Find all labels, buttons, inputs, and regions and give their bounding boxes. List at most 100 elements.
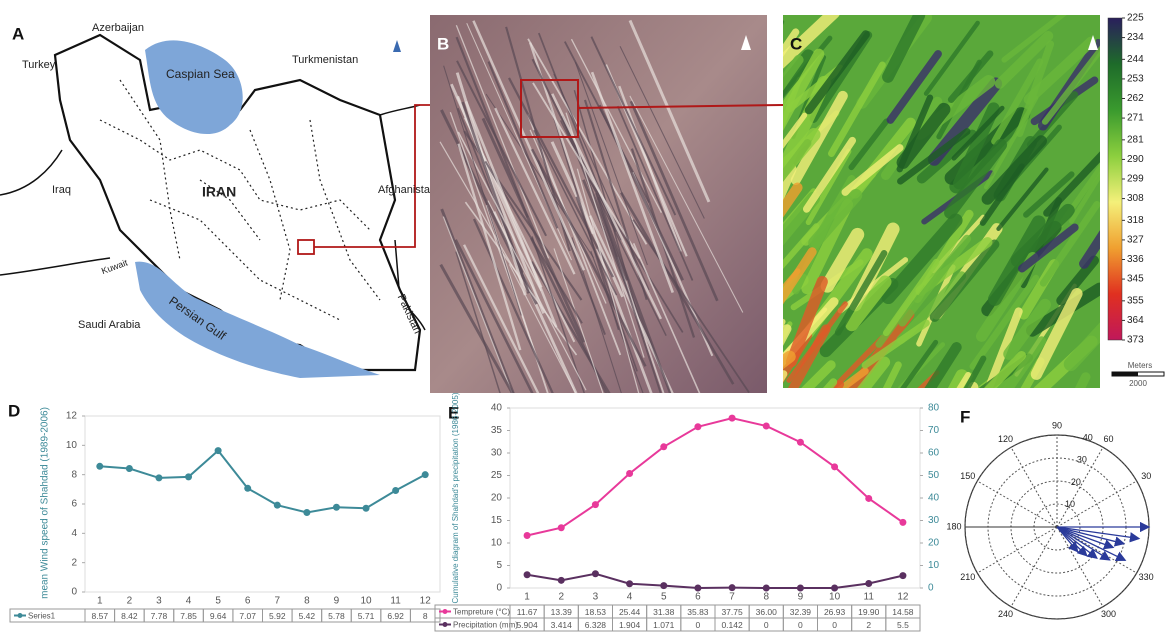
theta-tick-label: 210: [960, 572, 975, 582]
y2-tick-label: 40: [928, 493, 940, 504]
data-point: [244, 485, 251, 492]
x-tick-label: 3: [156, 596, 162, 607]
theta-tick-label: 240: [998, 609, 1013, 619]
panel-label: C: [790, 34, 802, 53]
legend-swatch: [443, 609, 448, 614]
panel-label: A: [12, 24, 24, 43]
x-tick-label: 11: [864, 592, 875, 603]
legend-swatch: [443, 622, 448, 627]
data-point: [660, 443, 667, 450]
x-tick-label: 5: [661, 592, 667, 603]
x-tick-label: 1: [524, 592, 530, 603]
x-tick-label: 10: [360, 596, 372, 607]
data-point: [126, 465, 133, 472]
theta-tick-label: 300: [1101, 609, 1116, 619]
y2-tick-label: 10: [928, 560, 940, 571]
data-point: [392, 487, 399, 494]
grid-spoke: [977, 481, 1057, 527]
colorbar-tick-label: 345: [1127, 274, 1144, 285]
theta-tick-label: 120: [998, 434, 1013, 444]
data-point: [763, 585, 770, 592]
x-tick-label: 7: [275, 596, 281, 607]
legend-label: Tempreture (°C): [453, 608, 510, 617]
colorbar-tick-label: 299: [1127, 174, 1144, 185]
data-point: [422, 471, 429, 478]
data-point: [592, 570, 599, 577]
y-tick-label: 10: [491, 538, 503, 549]
legend-swatch: [18, 613, 23, 618]
data-label: 0.142: [721, 620, 743, 630]
map-label: Afghanistan: [378, 184, 436, 196]
data-point: [524, 571, 531, 578]
colorbar-tick-label: 373: [1127, 335, 1144, 346]
data-point: [899, 572, 906, 579]
y2-tick-label: 80: [928, 403, 940, 414]
data-point: [155, 474, 162, 481]
data-point: [333, 504, 340, 511]
data-label: 9.64: [210, 611, 227, 621]
data-point: [694, 423, 701, 430]
data-label: 35.83: [687, 607, 709, 617]
theta-tick-label: 60: [1103, 434, 1113, 444]
data-label: 13.39: [551, 607, 573, 617]
map-label: Iraq: [52, 184, 71, 196]
plot-frame: [510, 408, 920, 588]
data-point: [274, 502, 281, 509]
theta-tick-label: 330: [1139, 572, 1154, 582]
data-point: [558, 524, 565, 531]
y-tick-label: 10: [66, 440, 78, 451]
colorbar-tick-label: 234: [1127, 32, 1144, 43]
y2-tick-label: 0: [928, 583, 934, 594]
data-label: 26.93: [824, 607, 846, 617]
map-label: Kuwait: [100, 257, 129, 276]
data-label: 36.00: [756, 607, 778, 617]
y-tick-label: 8: [71, 469, 77, 480]
y-tick-label: 25: [491, 470, 503, 481]
data-label: 5.5: [897, 620, 909, 630]
data-point: [626, 580, 633, 587]
y-tick-label: 30: [491, 448, 503, 459]
data-point: [763, 423, 770, 430]
x-tick-label: 4: [186, 596, 192, 607]
data-point: [831, 463, 838, 470]
data-label: 18.53: [585, 607, 607, 617]
map-label: Turkmenistan: [292, 54, 358, 66]
data-point: [626, 470, 633, 477]
r-tick-label: 40: [1083, 433, 1093, 443]
data-label: 25.44: [619, 607, 641, 617]
x-tick-label: 6: [245, 596, 251, 607]
data-label: 5.71: [358, 611, 375, 621]
data-label: 7.07: [239, 611, 256, 621]
data-label: 3.414: [551, 620, 573, 630]
data-point: [363, 505, 370, 512]
x-tick-label: 6: [695, 592, 701, 603]
data-label: 8.42: [121, 611, 138, 621]
series-line: [100, 451, 425, 513]
x-tick-label: 8: [763, 592, 769, 603]
data-label: 11.67: [517, 607, 538, 617]
data-label: 32.39: [790, 607, 812, 617]
y2-tick-label: 20: [928, 538, 940, 549]
scale-value: 2000: [1129, 379, 1147, 388]
y-tick-label: 2: [71, 557, 77, 568]
x-tick-label: 10: [829, 592, 841, 603]
data-point: [729, 584, 736, 591]
x-tick-label: 2: [558, 592, 564, 603]
data-point: [865, 580, 872, 587]
series-line: [527, 574, 903, 588]
data-label: 2: [866, 620, 871, 630]
texture: [792, 384, 841, 471]
x-tick-label: 9: [334, 596, 340, 607]
theta-tick-label: 180: [946, 521, 961, 531]
y2-tick-label: 50: [928, 470, 940, 481]
colorbar-tick-label: 271: [1127, 113, 1144, 124]
x-tick-label: 1: [97, 596, 103, 607]
x-tick-label: 7: [729, 592, 735, 603]
y-tick-label: 20: [491, 493, 503, 504]
colorbar-tick-label: 336: [1127, 254, 1144, 265]
series-line: [527, 418, 903, 535]
data-label: 6.328: [585, 620, 607, 630]
colorbar-tick-label: 355: [1127, 295, 1144, 306]
data-point: [797, 439, 804, 446]
data-point: [215, 447, 222, 454]
